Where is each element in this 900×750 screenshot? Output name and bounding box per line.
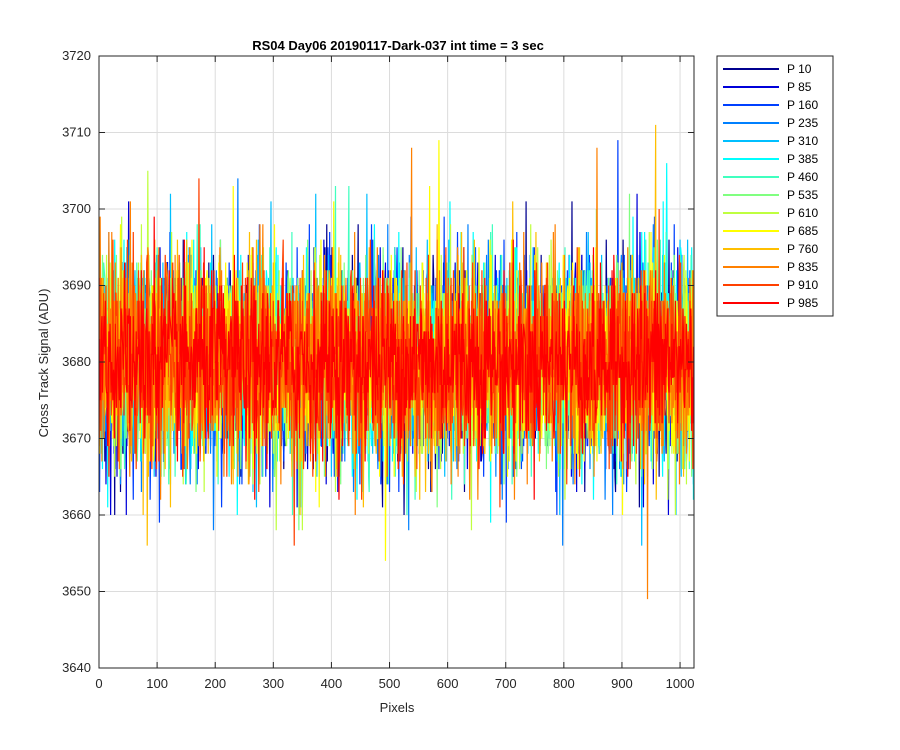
x-tick-label: 600 bbox=[437, 676, 459, 691]
x-tick-label: 0 bbox=[95, 676, 102, 691]
x-tick-label: 800 bbox=[553, 676, 575, 691]
y-tick-label: 3710 bbox=[62, 125, 91, 140]
legend-label: P 760 bbox=[787, 242, 818, 256]
y-tick-label: 3690 bbox=[62, 278, 91, 293]
legend-item: P 985 bbox=[723, 296, 818, 310]
legend-label: P 535 bbox=[787, 188, 818, 202]
legend-item: P 310 bbox=[723, 134, 818, 148]
legend-item: P 10 bbox=[723, 62, 812, 76]
y-tick-label: 3700 bbox=[62, 201, 91, 216]
x-tick-label: 100 bbox=[146, 676, 168, 691]
legend-label: P 460 bbox=[787, 170, 818, 184]
legend: P 10 P 85 P 160 P 235 P 310 P 385 P 460 P 535 P … bbox=[716, 55, 834, 317]
x-tick-label: 900 bbox=[611, 676, 633, 691]
legend-item: P 610 bbox=[723, 206, 818, 220]
y-tick-label: 3640 bbox=[62, 660, 91, 675]
y-tick-label: 3660 bbox=[62, 507, 91, 522]
x-tick-label: 400 bbox=[321, 676, 343, 691]
y-tick-label: 3670 bbox=[62, 431, 91, 446]
legend-item: P 160 bbox=[723, 98, 818, 112]
x-tick-label: 500 bbox=[379, 676, 401, 691]
x-tick-label: 300 bbox=[262, 676, 284, 691]
y-tick-label: 3680 bbox=[62, 354, 91, 369]
legend-item: P 535 bbox=[723, 188, 818, 202]
x-axis-label: Pixels bbox=[380, 700, 415, 715]
plot-area bbox=[99, 124, 694, 600]
x-tick-label: 700 bbox=[495, 676, 517, 691]
legend-item: P 760 bbox=[723, 242, 818, 256]
legend-label: P 910 bbox=[787, 278, 818, 292]
y-tick-label: 3720 bbox=[62, 48, 91, 63]
legend-label: P 10 bbox=[787, 62, 812, 76]
legend-item: P 460 bbox=[723, 170, 818, 184]
legend-label: P 235 bbox=[787, 116, 818, 130]
chart-title: RS04 Day06 20190117-Dark-037 int time = … bbox=[252, 38, 544, 53]
legend-item: P 910 bbox=[723, 278, 818, 292]
legend-label: P 385 bbox=[787, 152, 818, 166]
legend-label: P 985 bbox=[787, 296, 818, 310]
x-tick-label: 1000 bbox=[666, 676, 695, 691]
x-tick-label: 200 bbox=[204, 676, 226, 691]
legend-label: P 610 bbox=[787, 206, 818, 220]
legend-box bbox=[716, 55, 834, 317]
y-tick-label: 3650 bbox=[62, 584, 91, 599]
legend-label: P 685 bbox=[787, 224, 818, 238]
legend-label: P 160 bbox=[787, 98, 818, 112]
legend-label: P 310 bbox=[787, 134, 818, 148]
axes: 0 100 200 300 400 500 600 700 800 900 1000 3640 3650… bbox=[62, 48, 694, 691]
series-line-p-985 bbox=[99, 216, 694, 500]
legend-label: P 835 bbox=[787, 260, 818, 274]
legend-item: P 235 bbox=[723, 116, 818, 130]
y-axis-label: Cross Track Signal (ADU) bbox=[36, 289, 51, 438]
legend-item: P 835 bbox=[723, 260, 818, 274]
legend-item: P 385 bbox=[723, 152, 818, 166]
legend-item: P 85 bbox=[723, 80, 812, 94]
legend-item: P 685 bbox=[723, 224, 818, 238]
legend-label: P 85 bbox=[787, 80, 812, 94]
